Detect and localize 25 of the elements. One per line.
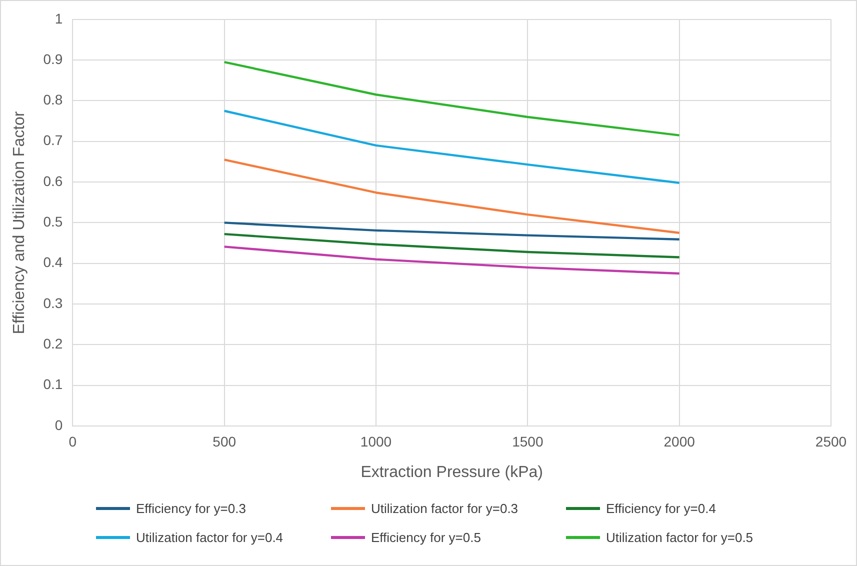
y-tick-label: 0.9 xyxy=(43,50,63,67)
y-tick-label: 0.7 xyxy=(43,132,63,148)
legend-label: Utilization factor for y=0.5 xyxy=(606,530,754,545)
y-tick-label: 0.6 xyxy=(43,172,63,189)
x-tick-label: 1500 xyxy=(512,433,544,450)
y-tick-label: 0.2 xyxy=(43,336,63,352)
legend-label: Efficiency for y=0.5 xyxy=(371,530,481,545)
x-tick-label: 2000 xyxy=(664,433,696,450)
legend-label: Efficiency for y=0.4 xyxy=(606,501,716,516)
legend-label: Efficiency for y=0.3 xyxy=(136,501,246,516)
y-axis-title: Efficiency and Utilization Factor xyxy=(11,110,28,334)
y-tick-label: 0.4 xyxy=(43,254,63,270)
x-axis-title: Extraction Pressure (kPa) xyxy=(360,464,543,481)
x-tick-label: 500 xyxy=(212,433,236,450)
y-tick-label: 0.8 xyxy=(43,92,63,108)
x-tick-label: 2500 xyxy=(815,433,847,450)
legend-label: Utilization factor for y=0.3 xyxy=(371,501,518,516)
x-tick-label: 1000 xyxy=(360,433,392,450)
x-tick-label: 0 xyxy=(68,433,77,450)
y-tick-label: 0.5 xyxy=(43,214,63,230)
y-tick-label: 0.1 xyxy=(43,376,63,392)
y-tick-label: 0.3 xyxy=(43,294,63,311)
y-tick-label: 1 xyxy=(54,10,63,26)
y-tick-label: 0 xyxy=(54,416,63,433)
legend-label: Utilization factor for y=0.4 xyxy=(136,530,284,545)
